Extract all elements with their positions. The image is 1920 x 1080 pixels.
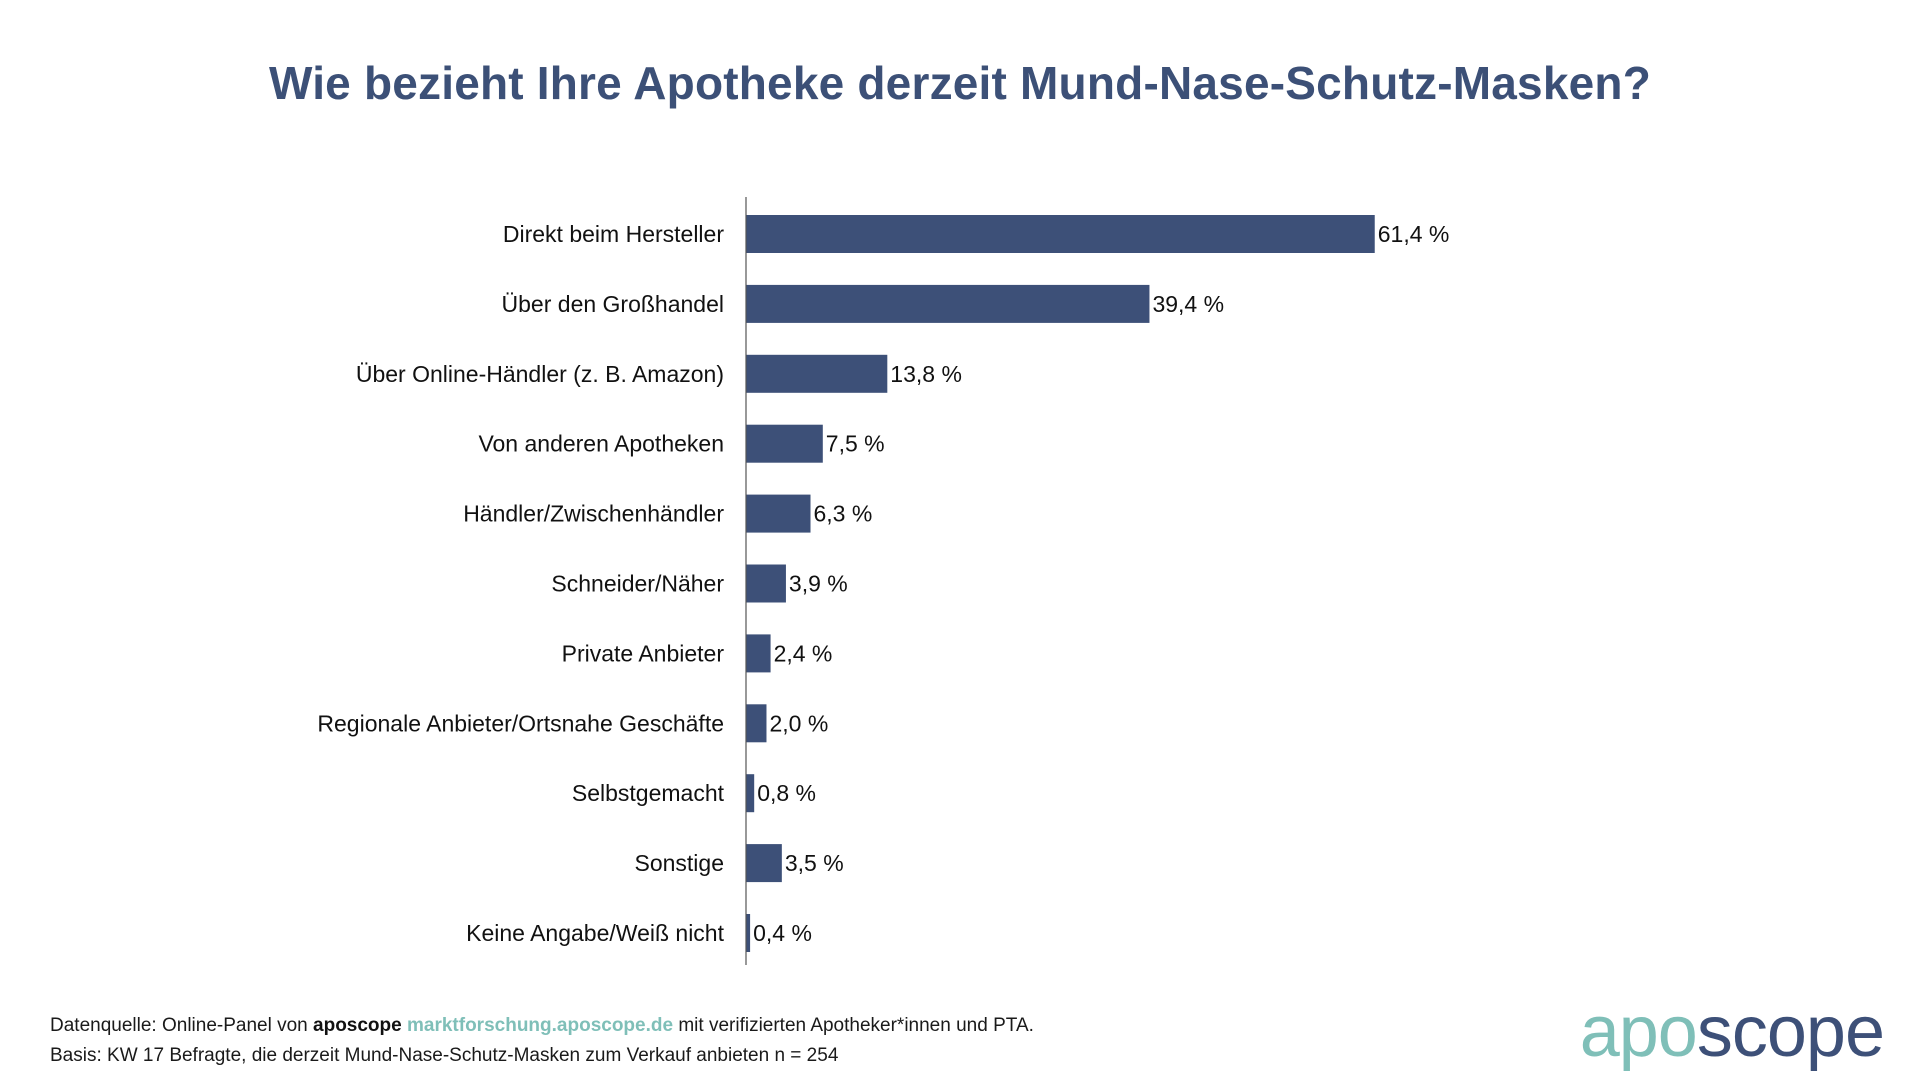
value-label: 7,5 % [826,431,885,457]
bar [746,564,786,603]
value-label: 3,5 % [785,850,844,876]
bar [746,494,811,533]
source-suffix: mit verifizierten Apotheker*innen und PT… [673,1015,1034,1036]
basis-note: Basis: KW 17 Befragte, die derzeit Mund-… [50,1045,839,1066]
logo-part-scope: scope [1696,992,1885,1072]
bar-chart: Direkt beim Hersteller 61,4 % Über den Gro… [317,197,1450,965]
value-label: 6,3 % [814,501,873,527]
bar [746,215,1375,253]
source-url-link[interactable]: marktforschung.aposcope.de [407,1015,674,1036]
aposcope-logo: aposcope [1579,992,1885,1072]
category-label: Regionale Anbieter/Ortsnahe Geschäfte [317,710,724,736]
value-label: 2,0 % [769,710,828,736]
category-label: Private Anbieter [562,640,725,666]
value-label: 2,4 % [774,640,833,666]
category-label: Von anderen Apotheken [478,431,724,457]
bar [746,774,755,813]
category-label: Keine Angabe/Weiß nicht [466,920,724,946]
bar [746,284,1150,323]
category-label: Schneider/Näher [551,571,724,597]
category-label: Direkt beim Hersteller [503,221,724,247]
bar [746,354,888,393]
bar [746,844,782,883]
category-label: Über Online-Händler (z. B. Amazon) [356,361,724,387]
value-label: 39,4 % [1152,291,1224,317]
category-label: Selbstgemacht [572,780,725,806]
source-prefix: Datenquelle: Online-Panel von [50,1015,314,1036]
chart-title: Wie bezieht Ihre Apotheke derzeit Mund-N… [268,57,1651,109]
value-label: 13,8 % [890,361,962,387]
category-label: Händler/Zwischenhändler [463,501,724,527]
logo-part-apo: apo [1579,992,1698,1072]
bar [746,704,767,743]
bar [746,424,823,463]
bar [746,634,771,673]
category-label: Über den Großhandel [502,291,724,317]
value-label: 61,4 % [1378,221,1450,247]
value-label: 0,8 % [757,780,816,806]
category-label: Sonstige [634,850,724,876]
source-brand: aposcope [313,1015,402,1036]
source-note: Datenquelle: Online-Panel von aposcope m… [50,1011,1034,1041]
value-label: 3,9 % [789,571,848,597]
value-label: 0,4 % [753,920,812,946]
bar [746,914,751,952]
chart-footer: Datenquelle: Online-Panel von aposcope m… [50,1011,1034,1071]
